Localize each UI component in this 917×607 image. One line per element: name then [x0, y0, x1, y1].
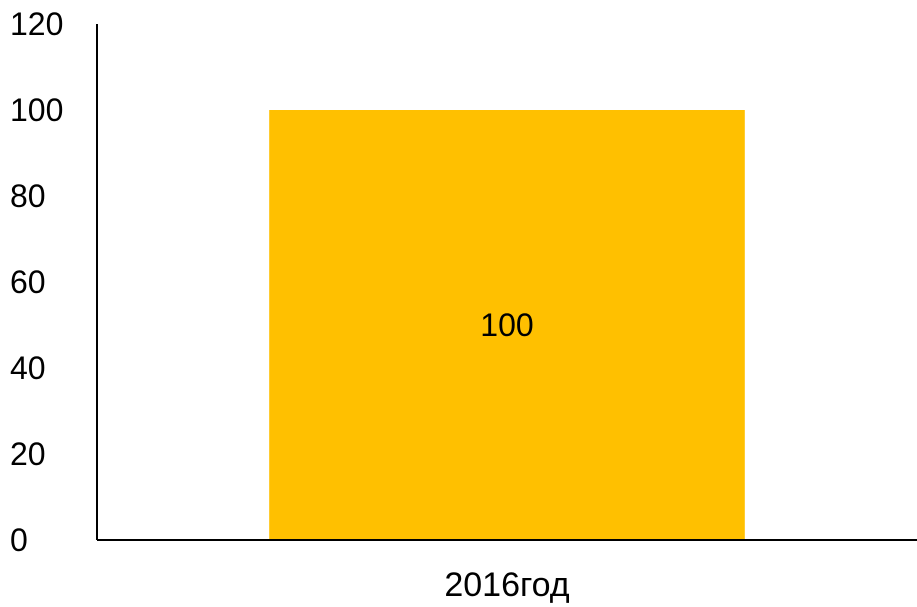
y-tick-label-100: 100 [10, 92, 63, 128]
y-tick-label-40: 40 [10, 350, 46, 386]
y-tick-label-0: 0 [10, 522, 28, 558]
y-tick-label-20: 20 [10, 436, 46, 472]
bars [269, 110, 745, 540]
data-labels: 100 [480, 307, 533, 343]
bar-2016год [269, 110, 745, 540]
y-axis-ticks: 0 20 40 60 80 100 120 [10, 6, 63, 558]
y-tick-label-80: 80 [10, 178, 46, 214]
x-category-label: 2016год [444, 566, 569, 604]
y-tick-label-120: 120 [10, 6, 63, 42]
x-axis-labels: 2016год [444, 566, 569, 604]
data-label-2016год: 100 [480, 307, 533, 343]
y-tick-label-60: 60 [10, 264, 46, 300]
